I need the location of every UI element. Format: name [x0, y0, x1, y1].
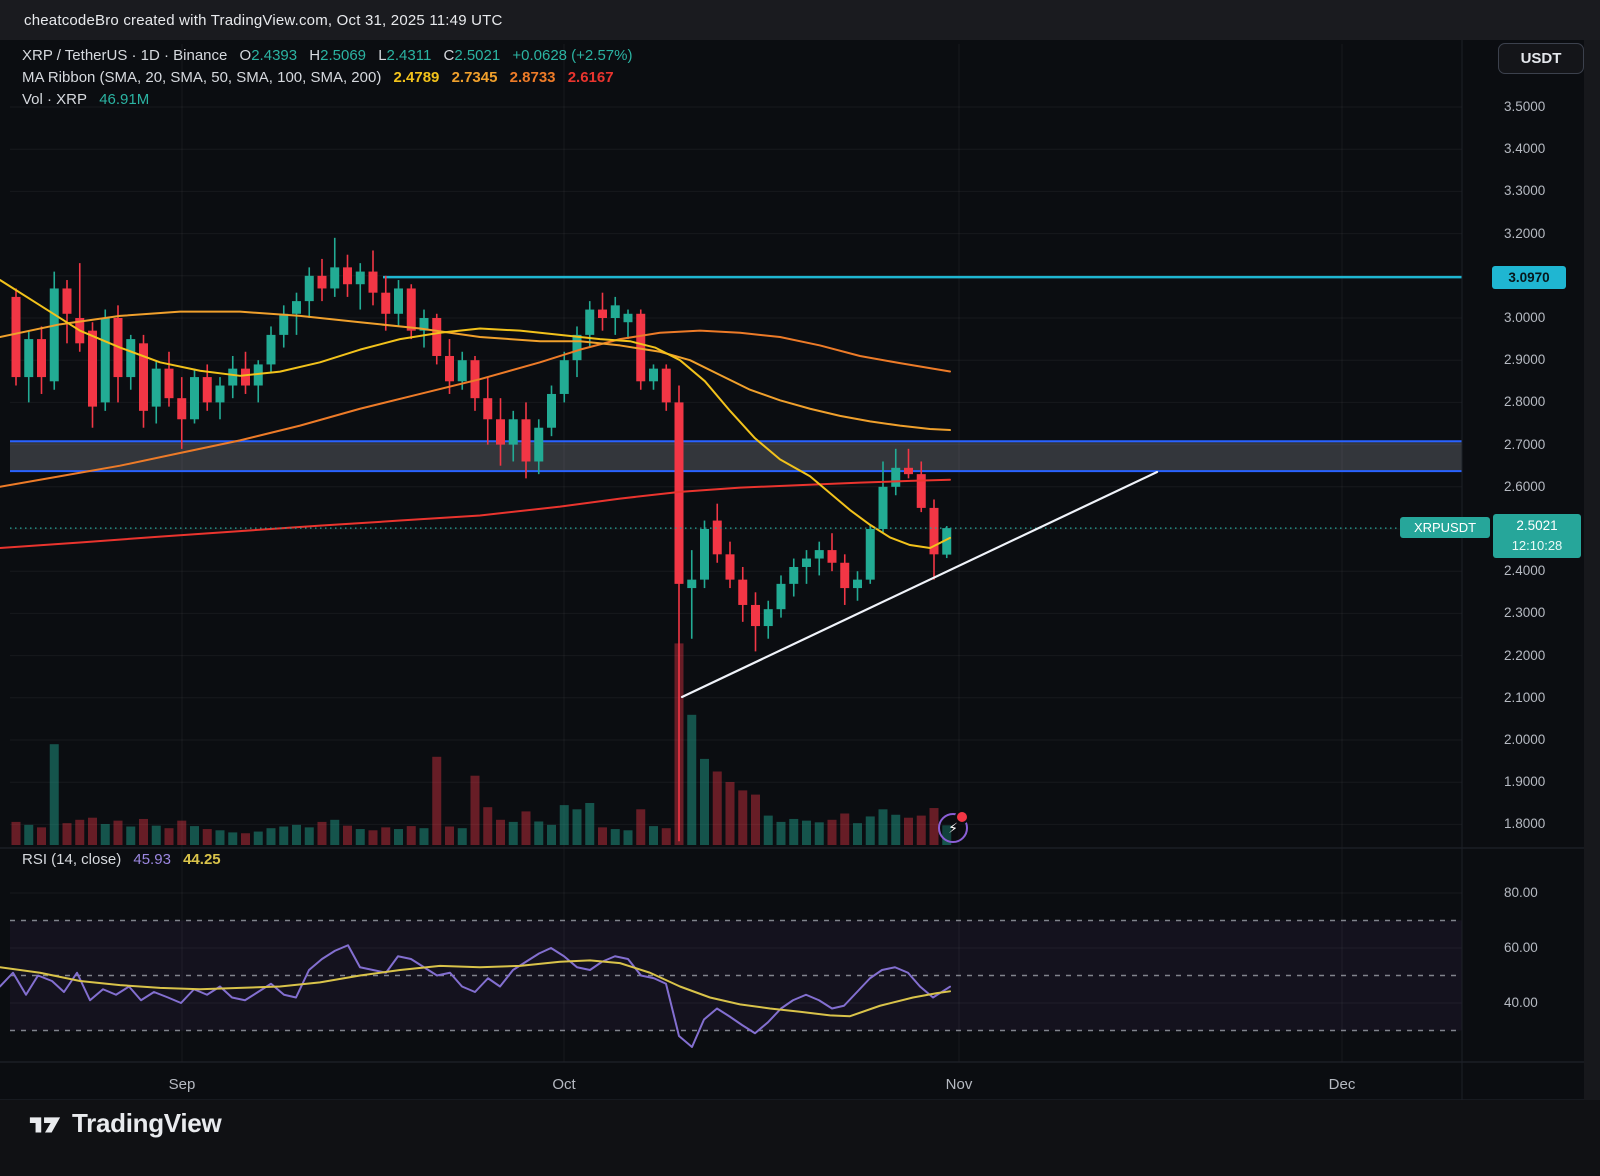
price-tick-label: 3.0000: [1504, 310, 1546, 325]
price-tick-label: 2.0000: [1504, 732, 1546, 747]
rsi-value: 45.93: [133, 851, 171, 868]
month-tick-label: Nov: [945, 1076, 973, 1093]
rsi-tick-label: 60.00: [1504, 940, 1538, 955]
price-tick-label: 3.3000: [1504, 183, 1546, 199]
last-price-label: 2.5021 12:10:28: [1493, 514, 1581, 558]
high-value: 2.5069: [320, 47, 367, 64]
sma100-value: 2.8733: [509, 69, 556, 86]
sma200-value: 2.6167: [567, 69, 614, 86]
sma50-value: 2.7345: [451, 69, 498, 86]
volume-value: 46.91M: [99, 91, 150, 108]
ma-ribbon-title: MA Ribbon (SMA, 20, SMA, 50, SMA, 100, S…: [22, 69, 382, 86]
price-tick-label: 3.2000: [1504, 225, 1546, 241]
volume-title: Vol · XRP: [22, 91, 88, 108]
change-value: +0.0628 (+2.57%): [512, 47, 633, 64]
currency-toggle-button[interactable]: USDT: [1498, 43, 1584, 74]
close-label: C: [443, 47, 455, 64]
low-value: 2.4311: [386, 47, 432, 64]
rsi-legend-row[interactable]: RSI (14, close) 45.93 44.25: [22, 851, 221, 868]
price-tick-label: 2.9000: [1504, 352, 1546, 368]
alert-dot-icon: [955, 810, 969, 824]
currency-toggle-label: USDT: [1520, 50, 1562, 67]
low-label: L: [378, 47, 387, 64]
flash-event-marker[interactable]: ⚡: [936, 810, 970, 844]
month-tick-label: Oct: [552, 1076, 576, 1093]
attribution-bar: cheatcodeBro created with TradingView.co…: [0, 0, 1600, 40]
price-tick-label: 2.2000: [1504, 647, 1546, 663]
price-tick-label: 2.1000: [1504, 689, 1546, 705]
tradingview-logo-text: TradingView: [72, 1108, 222, 1138]
price-tick-label: 2.8000: [1504, 394, 1546, 410]
price-tick-label: 2.3000: [1504, 605, 1546, 621]
rsi-title: RSI (14, close): [22, 851, 122, 868]
scroll-edge-strip: [1584, 40, 1600, 1100]
ascending-trendline: [680, 470, 1159, 699]
symbol-title: XRP / TetherUS · 1D · Binance: [22, 47, 228, 64]
attribution-text: cheatcodeBro created with TradingView.co…: [24, 11, 503, 29]
price-tick-label: 3.4000: [1504, 141, 1546, 157]
sma20-value: 2.4789: [393, 69, 440, 86]
close-value: 2.5021: [454, 47, 501, 64]
price-tick-label: 2.7000: [1504, 436, 1546, 452]
rsi-tick-label: 40.00: [1504, 995, 1538, 1010]
last-price-text: 2.5021: [1516, 518, 1558, 533]
price-tick-label: 2.4000: [1504, 563, 1546, 579]
bar-countdown-text: 12:10:28: [1511, 538, 1563, 553]
resistance-price-text: 3.0970: [1508, 270, 1550, 285]
supply-zone: [10, 441, 1462, 472]
symbol-tag-text: XRPUSDT: [1413, 520, 1477, 535]
rsi-tick-label: 80.00: [1504, 885, 1538, 900]
symbol-price-tag: XRPUSDT: [1400, 517, 1490, 538]
rsi-ma-value: 44.25: [183, 851, 221, 868]
resistance-price-label: 3.0970: [1492, 266, 1566, 289]
price-tick-label: 2.6000: [1504, 478, 1546, 494]
symbol-legend-row[interactable]: XRP / TetherUS · 1D · Binance O2.4393 H2…: [22, 47, 632, 64]
price-tick-label: 3.5000: [1504, 99, 1546, 114]
tradingview-logo-link[interactable]: TradingView: [28, 1108, 222, 1139]
ma-ribbon-legend-row[interactable]: MA Ribbon (SMA, 20, SMA, 50, SMA, 100, S…: [22, 69, 614, 86]
tradingview-logo-icon: [29, 1116, 61, 1132]
month-tick-label: Dec: [1328, 1076, 1356, 1093]
high-label: H: [309, 47, 321, 64]
volume-legend-row[interactable]: Vol · XRP 46.91M: [22, 91, 149, 108]
open-value: 2.4393: [251, 47, 298, 64]
price-tick-label: 1.9000: [1504, 774, 1546, 790]
price-tick-label: 1.8000: [1504, 816, 1546, 832]
footer-bar: TradingView: [0, 1100, 1600, 1176]
open-label: O: [239, 47, 252, 64]
month-tick-label: Sep: [168, 1076, 196, 1093]
